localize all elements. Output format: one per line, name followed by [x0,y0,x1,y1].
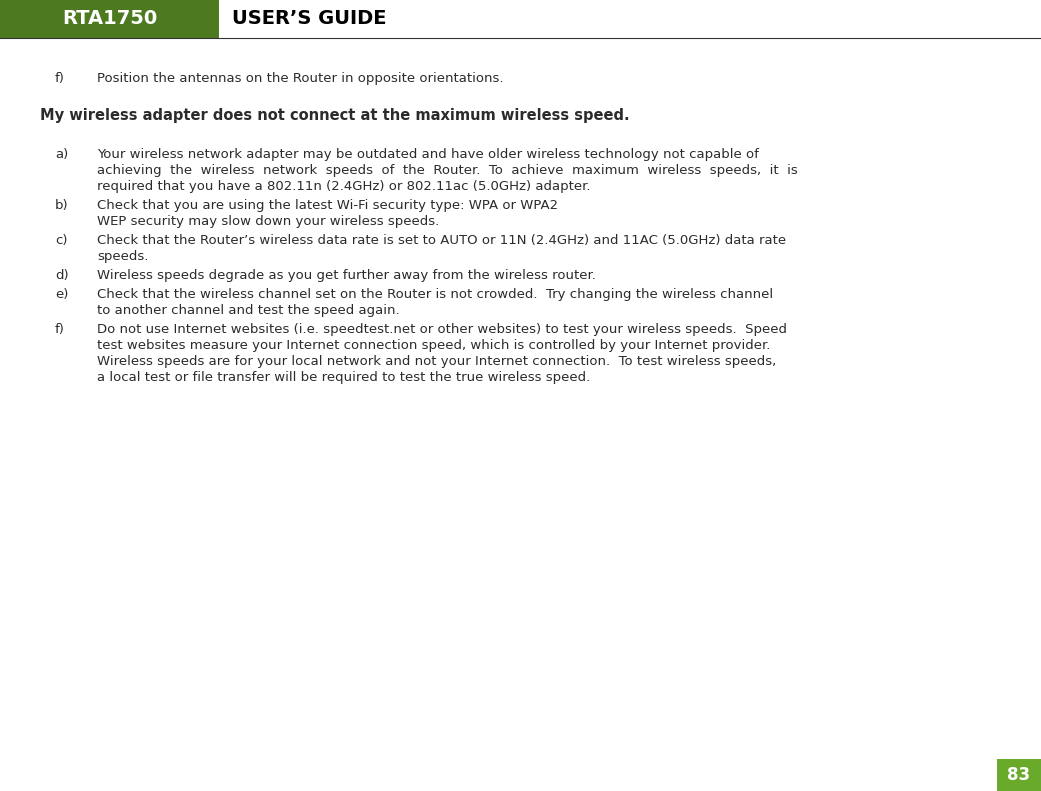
Text: 83: 83 [1008,766,1031,784]
Text: achieving  the  wireless  network  speeds  of  the  Router.  To  achieve  maximu: achieving the wireless network speeds of… [97,164,797,177]
Bar [997,759,1041,791]
Text: Position the antennas on the Router in opposite orientations.: Position the antennas on the Router in o… [97,72,504,85]
Text: Wireless speeds degrade as you get further away from the wireless router.: Wireless speeds degrade as you get furth… [97,269,595,282]
Text: My wireless adapter does not connect at the maximum wireless speed.: My wireless adapter does not connect at … [40,108,630,123]
Text: d): d) [55,269,69,282]
Text: Check that the Router’s wireless data rate is set to AUTO or 11N (2.4GHz) and 11: Check that the Router’s wireless data ra… [97,234,786,247]
Text: a): a) [55,148,69,161]
Text: Your wireless network adapter may be outdated and have older wireless technology: Your wireless network adapter may be out… [97,148,759,161]
Text: test websites measure your Internet connection speed, which is controlled by you: test websites measure your Internet conn… [97,339,770,352]
Text: f): f) [55,323,65,336]
Text: RTA1750: RTA1750 [62,9,157,28]
Text: e): e) [55,288,69,301]
Text: Check that you are using the latest Wi-Fi security type: WPA or WPA2: Check that you are using the latest Wi-F… [97,199,558,212]
Text: WEP security may slow down your wireless speeds.: WEP security may slow down your wireless… [97,215,439,228]
Text: to another channel and test the speed again.: to another channel and test the speed ag… [97,304,400,317]
Text: c): c) [55,234,68,247]
Text: Wireless speeds are for your local network and not your Internet connection.  To: Wireless speeds are for your local netwo… [97,355,777,368]
Text: f): f) [55,72,65,85]
Text: USER’S GUIDE: USER’S GUIDE [232,9,386,28]
Text: required that you have a 802.11n (2.4GHz) or 802.11ac (5.0GHz) adapter.: required that you have a 802.11n (2.4GHz… [97,180,590,193]
Text: a local test or file transfer will be required to test the true wireless speed.: a local test or file transfer will be re… [97,371,590,384]
Text: speeds.: speeds. [97,250,149,263]
Bar [0,0,220,38]
Text: b): b) [55,199,69,212]
Text: Do not use Internet websites (i.e. speedtest.net or other websites) to test your: Do not use Internet websites (i.e. speed… [97,323,787,336]
Text: Check that the wireless channel set on the Router is not crowded.  Try changing : Check that the wireless channel set on t… [97,288,773,301]
